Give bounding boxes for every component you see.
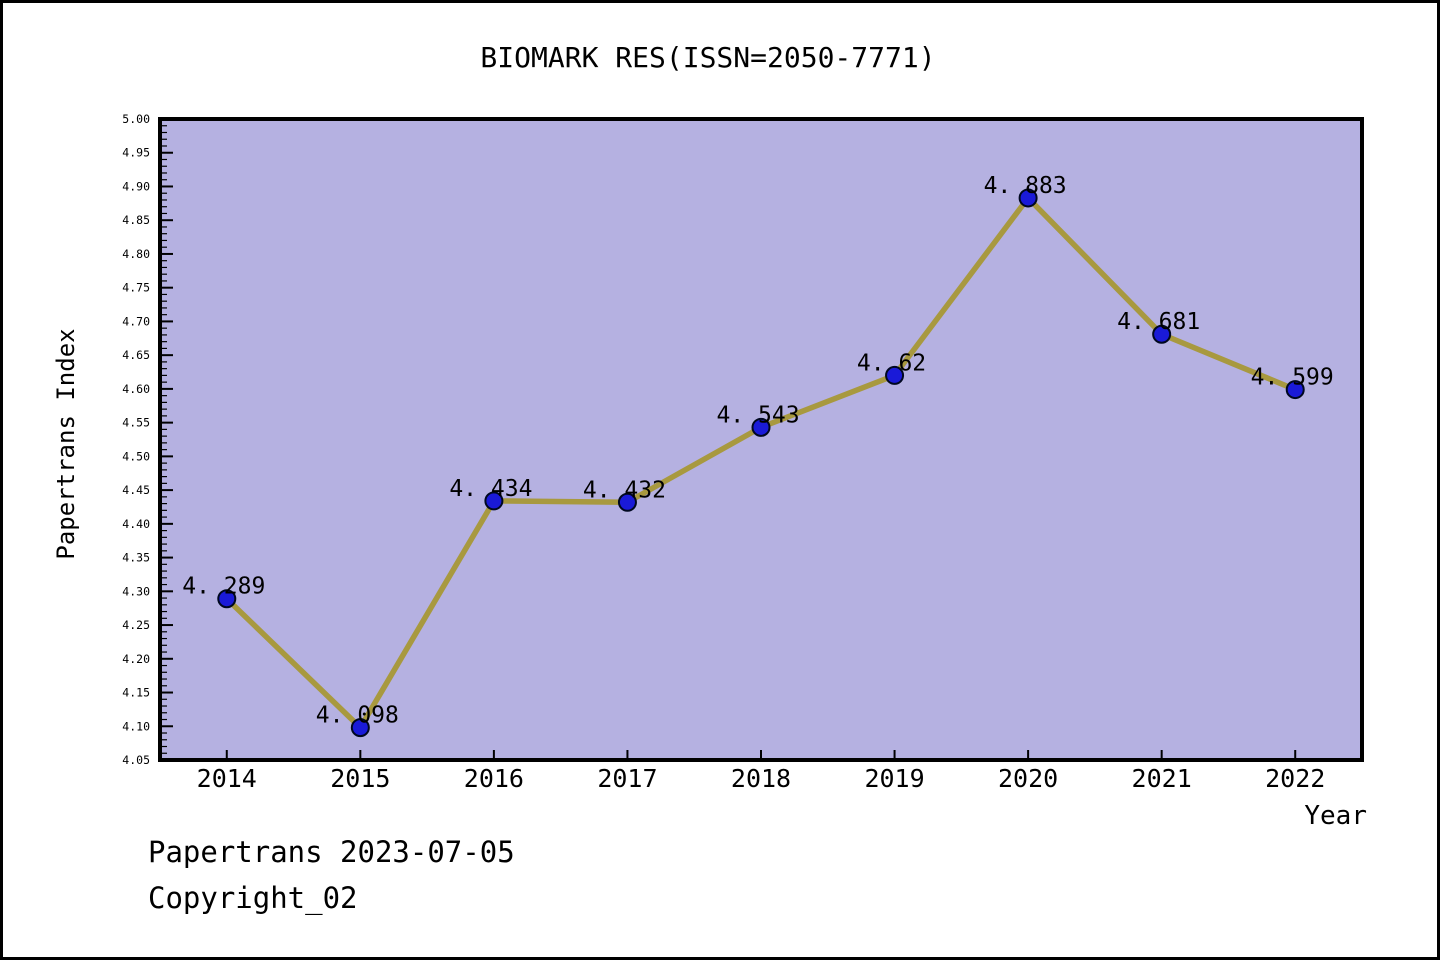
plot-background [160, 119, 1362, 760]
point-value-label: 4. 62 [857, 350, 926, 376]
data-point-marker [217, 589, 237, 609]
y-tick-label: 4.85 [122, 213, 150, 227]
x-tick-label: 2021 [1132, 764, 1192, 793]
y-tick-label: 4.30 [122, 584, 150, 598]
data-point-marker [751, 417, 771, 437]
y-tick-label: 4.05 [122, 753, 150, 767]
data-point-marker [1018, 188, 1038, 208]
copyright-text: Copyright_02 [148, 881, 358, 916]
data-point-marker [484, 491, 504, 511]
y-tick-label: 4.10 [122, 719, 150, 733]
y-tick-label: 4.15 [122, 686, 150, 700]
x-tick-label: 2014 [197, 764, 257, 793]
y-tick-label: 5.00 [122, 112, 150, 126]
point-value-label: 4. 883 [984, 173, 1067, 199]
point-value-label: 4. 434 [449, 476, 532, 502]
point-value-label: 4. 543 [716, 402, 799, 428]
y-axis-label: Papertrans Index [52, 328, 80, 559]
y-tick-label: 4.75 [122, 281, 150, 295]
data-point-marker [350, 718, 370, 738]
point-value-label: 4. 681 [1117, 309, 1200, 335]
x-tick-label: 2018 [731, 764, 791, 793]
watermark-text: Papertrans 2023-07-05 [148, 835, 515, 869]
y-tick-label: 4.20 [122, 652, 150, 666]
x-tick-label: 2017 [597, 764, 657, 793]
plot-area: 4.05 4.10 4.15 4.20 4.25 4.30 4.35 4.40 4.45 4.50… [122, 112, 1364, 793]
x-tick-label: 2020 [998, 764, 1058, 793]
y-tick-label: 4.40 [122, 517, 150, 531]
y-tick-label: 4.45 [122, 483, 150, 497]
y-tick-label: 4.95 [122, 146, 150, 160]
data-point-marker [617, 492, 637, 512]
data-point-marker [1152, 324, 1172, 344]
x-tick-label: 2016 [464, 764, 524, 793]
point-value-label: 4. 098 [316, 703, 399, 729]
chart-title: BIOMARK RES(ISSN=2050-7771) [480, 41, 935, 74]
y-tick-label: 4.50 [122, 449, 150, 463]
x-tick-label: 2015 [330, 764, 390, 793]
y-tick-label: 4.90 [122, 179, 150, 193]
y-tick-label: 4.70 [122, 314, 150, 328]
point-value-label: 4. 599 [1251, 365, 1334, 391]
y-tick-label: 4.55 [122, 416, 150, 430]
y-tick-label: 4.80 [122, 247, 150, 261]
y-tick-label: 4.65 [122, 348, 150, 362]
point-value-label: 4. 432 [583, 477, 666, 503]
data-point-marker [885, 365, 905, 385]
x-tick-label: 2019 [864, 764, 924, 793]
data-point-marker [1285, 380, 1305, 400]
point-value-label: 4. 289 [182, 574, 265, 600]
y-tick-label: 4.25 [122, 618, 150, 632]
y-tick-label: 4.35 [122, 551, 150, 565]
x-tick-label: 2022 [1265, 764, 1325, 793]
x-axis-label: Year [1304, 801, 1367, 831]
plot-frame [158, 117, 1364, 762]
y-tick-label: 4.60 [122, 382, 150, 396]
